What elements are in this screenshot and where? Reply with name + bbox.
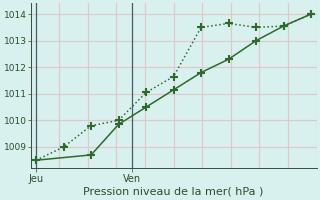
X-axis label: Pression niveau de la mer( hPa ): Pression niveau de la mer( hPa ) [84, 187, 264, 197]
